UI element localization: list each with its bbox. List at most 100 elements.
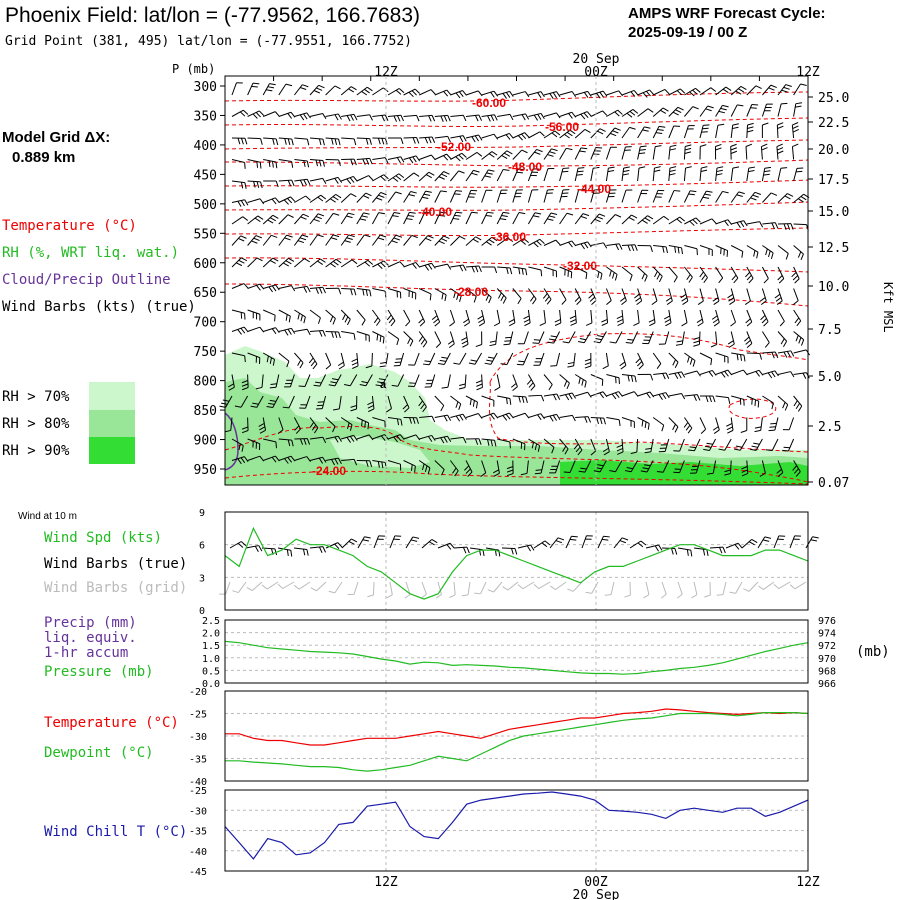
wind-barb-feather: [365, 158, 370, 165]
wind-barb: [434, 153, 447, 160]
wind-barb: [699, 309, 704, 323]
wind-barb-feather: [548, 384, 553, 391]
wind-barb: [637, 266, 648, 277]
wind-barb: [434, 460, 445, 470]
wind-barb-feather: [775, 297, 782, 302]
wind-barb-feather: [602, 391, 608, 398]
wind-barb-feather: [534, 212, 542, 215]
wind-barb-feather: [462, 135, 467, 142]
wind-barb-feather: [317, 317, 321, 324]
wind-barb-feather: [609, 270, 612, 277]
wind-barb: [512, 374, 518, 387]
wind-barb-feather: [331, 459, 335, 466]
wind-barb-feather: [349, 424, 353, 431]
wind-barb: [419, 415, 433, 418]
wind-barb-grid: [238, 581, 247, 593]
wind-barb: [543, 438, 555, 448]
wind-barb-feather: [243, 283, 249, 289]
wind-barb-feather: [440, 437, 445, 444]
wind-barb: [730, 266, 739, 279]
wind-barb-feather: [539, 131, 545, 137]
wind-barb: [683, 190, 691, 203]
grid-point-label: Grid Point (381, 495) lat/lon = (-77.955…: [5, 34, 412, 49]
wind-barb-feather: [624, 470, 632, 473]
wind-barb-grid-feather: [474, 592, 481, 595]
wind-barb-feather: [597, 335, 604, 338]
wind-barb: [496, 460, 500, 474]
wind-barb-feather: [635, 297, 641, 302]
height-tick-label: 5.0: [818, 370, 841, 385]
wind-barb-grid-feather: [550, 585, 556, 591]
wind-barb-feather: [353, 289, 357, 296]
wind-barb-feather: [638, 364, 644, 370]
wind-barb-grid: [538, 581, 551, 590]
wind-barb: [574, 147, 582, 160]
wind-barb-feather: [537, 414, 542, 421]
wind-barb-feather: [509, 398, 512, 405]
wind-barb-feather: [715, 147, 722, 151]
wind-barb-true: [805, 536, 813, 549]
wind-barb-feather: [447, 115, 451, 122]
wind-barb-true-feather: [762, 539, 770, 542]
wind-barb-feather: [241, 445, 244, 452]
wind-barb: [263, 455, 276, 461]
wind-barb: [465, 236, 477, 246]
wind-barb-grid-feather: [421, 593, 427, 599]
wind-barb-feather: [458, 91, 464, 97]
wind-barb-feather: [724, 220, 729, 227]
wind-barb-feather: [489, 343, 496, 347]
wind-barb-feather: [369, 158, 373, 165]
wind-barb: [372, 87, 384, 96]
wind-barb-feather: [500, 363, 507, 366]
wind-barb-feather: [673, 276, 678, 283]
wind-barb-feather: [320, 194, 327, 200]
rh80-label: RH > 80%: [2, 416, 70, 432]
wind-barb-true-feather: [351, 538, 358, 543]
wind-barb-feather: [237, 329, 242, 335]
wind-barb-feather: [275, 441, 278, 449]
wind-barb-feather: [740, 430, 747, 433]
wind-barb: [715, 86, 727, 96]
wind-barb: [419, 154, 432, 160]
wind-barb: [746, 245, 759, 253]
wind-barb-feather: [350, 114, 354, 121]
wind-barb-feather: [765, 449, 773, 452]
wind-barb-feather: [493, 133, 499, 140]
wind-barb: [481, 90, 495, 96]
wind-barb: [496, 189, 502, 203]
wind-barb-feather: [334, 331, 338, 339]
wind-barb: [606, 243, 620, 246]
wind-barb-feather: [505, 336, 512, 339]
wind-barb-feather: [523, 238, 530, 243]
wind-barb-true-feather: [318, 546, 323, 553]
wind-barb-feather: [365, 192, 372, 197]
wind-barb: [278, 234, 288, 246]
wind-barb-feather: [675, 109, 682, 114]
wind-barb-feather: [240, 327, 246, 334]
wind-barb-grid-feather: [367, 594, 374, 598]
wind-barb-feather: [396, 157, 401, 164]
wind-barb-feather: [351, 358, 358, 362]
wind-barb: [247, 198, 261, 203]
wind-barb-feather: [518, 396, 521, 403]
wind-barb-feather: [786, 351, 791, 358]
wind-barb-grid: [316, 581, 327, 592]
wind-barb: [403, 395, 410, 409]
wind-barb-feather: [318, 160, 322, 167]
model-grid-label: Model Grid ΔX:: [2, 129, 110, 146]
wind-barb-true: [741, 539, 753, 549]
wind-barb-feather: [509, 441, 511, 449]
wind-barb-feather: [540, 91, 545, 98]
wind-barb-feather: [752, 194, 759, 198]
wind-barb-feather: [616, 318, 624, 323]
wind-barb-feather: [488, 297, 492, 304]
wind-barb-feather: [275, 284, 280, 291]
pressure-unit: (mb): [856, 644, 890, 660]
wind-barb-true-feather: [322, 546, 327, 553]
pressure-tick-label: 350: [194, 109, 217, 124]
dewpoint-series: [225, 712, 809, 772]
wind-barb-feather: [688, 193, 695, 196]
wind-barb-feather: [717, 123, 725, 126]
wind-barb-feather: [532, 298, 537, 305]
